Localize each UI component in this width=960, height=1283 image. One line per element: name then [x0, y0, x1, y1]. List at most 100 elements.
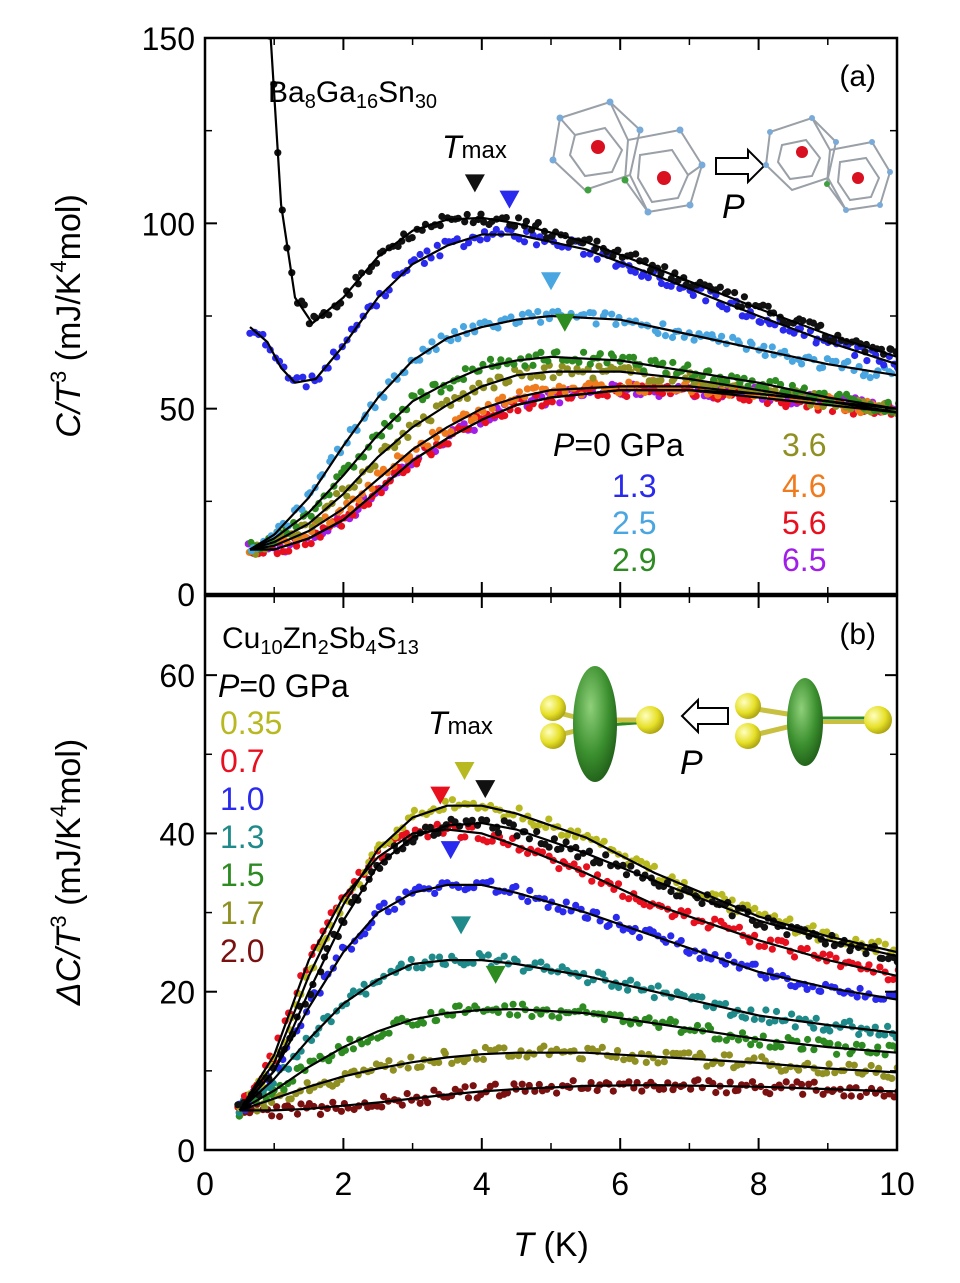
data-point [549, 374, 557, 382]
data-point [569, 1077, 577, 1085]
data-point [855, 1030, 863, 1039]
data-point [424, 442, 432, 450]
data-point [424, 1099, 432, 1107]
data-point [805, 1080, 813, 1088]
data-point [742, 313, 751, 321]
tmax-marker-1.5-gpa [485, 965, 506, 984]
fit-line-1.7-gpa [239, 1051, 897, 1112]
data-point [655, 1023, 663, 1032]
data-point [537, 318, 545, 326]
fit-line-3.6-gpa [249, 370, 897, 551]
data-point [782, 938, 790, 947]
panel-a-y-axis-label: C/T3 (mJ/K4mol) [46, 194, 88, 438]
data-point [820, 389, 828, 397]
data-point [416, 356, 424, 364]
panel-b-tmax-label: Tmax [428, 705, 493, 741]
data-point [881, 1051, 889, 1059]
legend-entry-5.6: 5.6 [782, 505, 826, 541]
data-point [562, 898, 570, 906]
data-point [627, 1020, 635, 1028]
legend-entry-1.3: 1.3 [220, 819, 264, 855]
data-point [513, 832, 521, 840]
data-point [469, 322, 477, 330]
data-point [614, 880, 623, 888]
panel-b-pressure-arrow-label: P [680, 744, 703, 782]
y-tick-label: 0 [177, 577, 195, 613]
tmax-marker-0.7-gpa [430, 786, 451, 805]
x-tick-label: 6 [611, 1166, 629, 1202]
data-point [834, 1041, 842, 1049]
panel-b-y-axis-label: ΔC/T3 (mJ/K4mol) [46, 739, 88, 1006]
data-point [803, 985, 811, 994]
data-point [650, 862, 659, 871]
fit-line-1.5-gpa [239, 1007, 897, 1112]
data-point [593, 1086, 601, 1095]
data-point [338, 485, 346, 493]
data-point [514, 407, 522, 415]
data-point [755, 942, 763, 950]
data-point [407, 955, 415, 964]
data-point [545, 815, 553, 823]
data-point [867, 1061, 875, 1070]
data-point [234, 1101, 242, 1109]
data-point [723, 305, 731, 313]
data-point [657, 376, 665, 384]
panel-b-label: (b) [839, 618, 876, 651]
data-point [337, 522, 346, 530]
data-point [417, 1063, 425, 1071]
data-point [484, 951, 492, 959]
tmax-marker-0-gpa [475, 780, 496, 799]
tmax-marker-0-gpa [464, 174, 485, 193]
data-point [540, 1042, 548, 1050]
data-point [874, 1043, 882, 1051]
data-point [329, 1098, 337, 1106]
data-point [853, 993, 861, 1001]
data-point [473, 1055, 481, 1063]
data-point [596, 859, 604, 867]
data-point [685, 1049, 693, 1057]
data-point [593, 237, 601, 245]
data-point [863, 357, 871, 365]
data-point [866, 1029, 874, 1037]
panel-a-tmax-label: Tmax [442, 129, 507, 165]
data-point [622, 871, 631, 879]
data-point [804, 1035, 812, 1044]
data-point [343, 492, 351, 500]
data-point [579, 1003, 587, 1011]
data-point [349, 987, 357, 995]
panel-b-axes: 0 20 40 60 [159, 596, 898, 1169]
data-point [781, 1066, 790, 1074]
data-point [631, 268, 639, 276]
data-point [464, 884, 472, 892]
data-point [498, 393, 507, 401]
data-point [619, 892, 627, 901]
data-point [394, 242, 402, 250]
data-point [748, 1078, 757, 1086]
data-point [620, 1056, 628, 1064]
data-point [530, 1050, 538, 1058]
data-point [724, 288, 732, 296]
data-point [459, 323, 468, 331]
data-point [771, 1017, 779, 1025]
data-point [772, 1007, 781, 1016]
data-point [515, 388, 524, 396]
data-point [858, 1041, 866, 1049]
x-tick-label: 10 [879, 1166, 915, 1202]
y-tick-label: 60 [159, 658, 195, 694]
data-point [503, 1089, 512, 1097]
data-point [612, 913, 620, 922]
data-point [380, 1092, 388, 1101]
data-point [455, 1002, 463, 1010]
data-point [535, 1080, 543, 1089]
data-point [659, 320, 667, 328]
data-point [580, 311, 588, 319]
data-point [531, 959, 539, 967]
fit-line-0.7-gpa [238, 828, 897, 1111]
data-point [443, 396, 451, 405]
data-point [662, 1048, 670, 1056]
data-point [302, 383, 310, 391]
data-point [557, 845, 565, 853]
panel-a: 0 50 100 150 Ba8Ga16Sn30 (a) Tmax [46, 21, 899, 613]
tmax-marker-1.0-gpa [440, 841, 461, 860]
